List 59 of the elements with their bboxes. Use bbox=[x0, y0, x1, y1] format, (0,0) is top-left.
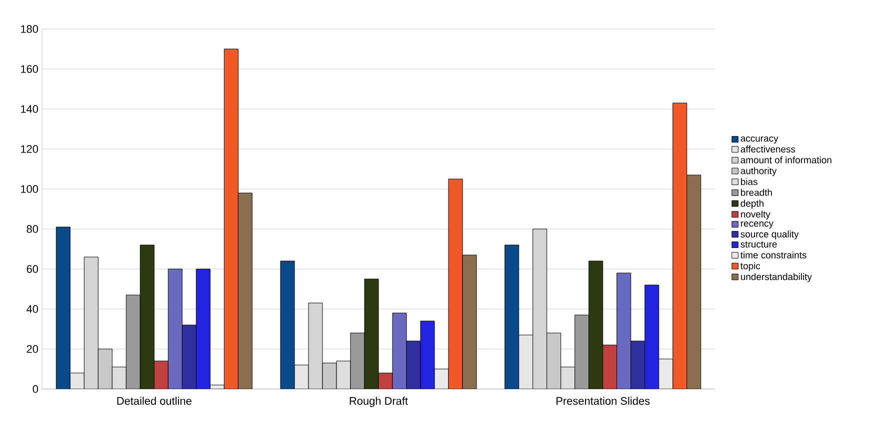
legend-label: authority bbox=[740, 167, 777, 176]
x-tick-label: Detailed outline bbox=[117, 396, 192, 405]
legend-label: novelty bbox=[741, 210, 770, 220]
y-tick-label: 120 bbox=[21, 145, 38, 153]
legend-label: bias bbox=[740, 178, 758, 186]
bar bbox=[504, 244, 520, 389]
legend-label: time constraints bbox=[740, 251, 806, 258]
y-tick-label: 0 bbox=[32, 385, 38, 393]
bar bbox=[70, 372, 84, 389]
legend-label: structure bbox=[740, 241, 777, 248]
legend-label: depth bbox=[740, 200, 764, 209]
y-tick-label: 180 bbox=[21, 25, 38, 33]
y-tick-label: 160 bbox=[21, 65, 38, 73]
x-tick-label: Rough Draft bbox=[350, 396, 408, 407]
bar bbox=[364, 278, 379, 389]
bar bbox=[280, 260, 295, 389]
y-tick-label: 80 bbox=[26, 225, 38, 233]
legend-label: accuracy bbox=[740, 136, 778, 144]
bar bbox=[560, 366, 576, 389]
bar bbox=[224, 48, 238, 389]
bar bbox=[406, 340, 421, 389]
bar bbox=[644, 284, 660, 389]
bar bbox=[112, 366, 126, 389]
bar bbox=[448, 178, 463, 389]
legend-label: breadth bbox=[740, 188, 772, 196]
bar bbox=[672, 102, 688, 389]
legend-label: amount of information bbox=[740, 156, 832, 164]
bar bbox=[168, 268, 182, 389]
bar bbox=[518, 334, 534, 389]
bar bbox=[140, 244, 154, 389]
bar bbox=[56, 226, 70, 389]
y-tick-label: 140 bbox=[21, 105, 38, 113]
bar bbox=[154, 360, 168, 389]
x-tick-label: Presentation Slides bbox=[556, 396, 650, 405]
bar bbox=[588, 260, 604, 389]
bar bbox=[462, 254, 477, 389]
y-tick-label: 40 bbox=[26, 305, 38, 313]
bar bbox=[616, 272, 632, 389]
bar bbox=[182, 324, 196, 389]
bar bbox=[126, 294, 140, 389]
legend-label: understandability bbox=[740, 273, 812, 282]
y-tick-label: 100 bbox=[21, 185, 38, 193]
legend-label: topic bbox=[740, 262, 760, 272]
bar bbox=[630, 340, 646, 389]
bar bbox=[602, 344, 618, 389]
y-tick-label: 20 bbox=[26, 345, 38, 353]
legend-label: source quality bbox=[740, 230, 799, 240]
bar bbox=[574, 314, 590, 389]
bar bbox=[392, 312, 407, 389]
bar bbox=[350, 332, 365, 389]
bar bbox=[238, 192, 252, 389]
legend-label: affectiveness bbox=[740, 146, 796, 153]
y-tick-label: 60 bbox=[26, 265, 38, 273]
bar bbox=[336, 360, 351, 389]
bar bbox=[686, 174, 702, 389]
bar bbox=[196, 268, 210, 389]
bar bbox=[658, 358, 674, 389]
legend-label: recency bbox=[741, 221, 774, 229]
bar bbox=[420, 320, 435, 389]
